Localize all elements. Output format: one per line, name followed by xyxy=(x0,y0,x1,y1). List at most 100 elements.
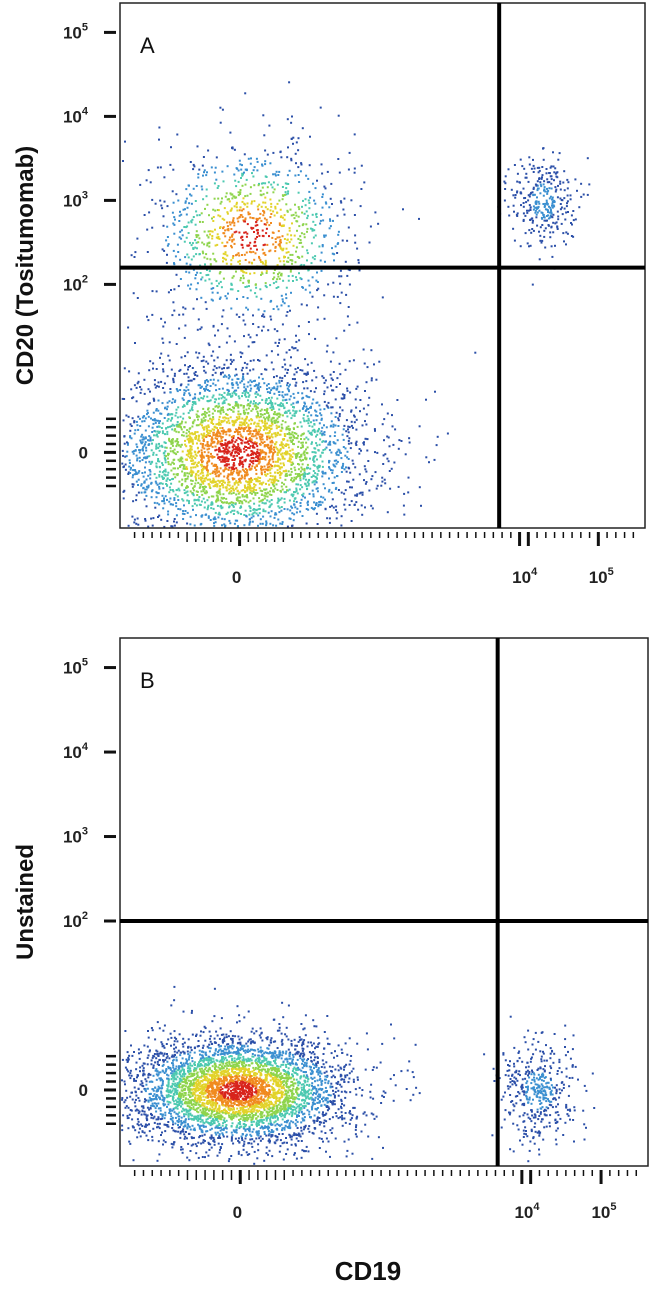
event-dot xyxy=(212,440,215,443)
event-dot xyxy=(147,486,150,489)
event-dot xyxy=(527,194,530,197)
event-dot xyxy=(308,333,310,336)
event-dot xyxy=(281,377,284,380)
event-dot xyxy=(302,452,305,455)
event-dot xyxy=(132,452,135,455)
event-dot xyxy=(158,430,161,433)
event-dot xyxy=(193,432,196,435)
event-dot xyxy=(206,445,209,448)
event-dot xyxy=(214,468,217,471)
event-dot xyxy=(241,235,244,238)
event-dot xyxy=(283,444,286,447)
event-dot xyxy=(252,359,255,362)
event-dot xyxy=(504,175,507,178)
event-dot xyxy=(532,186,535,189)
event-dot xyxy=(291,1089,294,1092)
event-dot xyxy=(341,464,344,467)
event-dot xyxy=(240,435,243,438)
event-dot xyxy=(292,434,295,437)
event-dot xyxy=(297,445,300,448)
event-dot xyxy=(286,384,288,387)
event-dot xyxy=(249,289,252,292)
event-dot xyxy=(534,202,537,205)
event-dot xyxy=(251,408,254,411)
event-dot xyxy=(177,458,180,461)
event-dot xyxy=(187,368,189,371)
event-dot xyxy=(539,183,542,186)
event-dot xyxy=(245,495,248,498)
event-dot xyxy=(247,381,250,384)
event-dot xyxy=(212,378,215,381)
event-dot xyxy=(186,253,189,256)
event-dot xyxy=(242,197,245,200)
event-dot xyxy=(306,259,308,262)
event-dot xyxy=(287,385,290,388)
event-dot xyxy=(235,313,238,316)
event-dot xyxy=(140,491,143,494)
event-dot xyxy=(216,233,219,236)
event-dot xyxy=(237,260,240,263)
event-dot xyxy=(286,387,289,390)
event-dot xyxy=(269,162,272,165)
event-dot xyxy=(200,490,203,493)
event-dot xyxy=(207,342,210,345)
event-dot xyxy=(257,414,260,417)
event-dot xyxy=(218,513,221,516)
event-dot xyxy=(158,422,161,425)
event-dot xyxy=(305,304,308,307)
event-dot xyxy=(217,516,220,519)
event-dot xyxy=(561,213,564,216)
event-dot xyxy=(302,432,305,435)
event-dot xyxy=(123,489,126,492)
event-dot xyxy=(313,451,316,454)
event-dot xyxy=(365,413,368,416)
event-dot xyxy=(173,429,176,432)
event-dot xyxy=(322,219,325,222)
event-dot xyxy=(261,501,264,504)
event-dot xyxy=(169,163,172,166)
event-dot xyxy=(334,431,337,434)
event-dot xyxy=(130,425,133,427)
event-dot xyxy=(186,225,189,228)
event-dot xyxy=(162,507,165,510)
event-dot xyxy=(344,368,347,371)
event-dot xyxy=(132,474,134,477)
event-dot xyxy=(171,428,174,431)
event-dot xyxy=(357,508,360,511)
event-dot xyxy=(512,204,515,207)
event-dot xyxy=(158,449,161,452)
event-dot xyxy=(231,240,234,243)
event-dot xyxy=(231,276,234,279)
event-dot xyxy=(201,241,204,244)
event-dot xyxy=(248,513,251,516)
event-dot xyxy=(263,426,266,429)
event-dot xyxy=(235,203,238,206)
event-dot xyxy=(342,438,345,441)
event-dot xyxy=(269,249,272,252)
event-dot xyxy=(263,1133,266,1135)
event-dot xyxy=(270,222,272,224)
event-dot xyxy=(186,522,189,525)
event-dot xyxy=(132,483,135,486)
event-dot xyxy=(343,503,346,506)
event-dot xyxy=(303,401,306,404)
event-dot xyxy=(168,491,171,494)
event-dot xyxy=(242,296,245,298)
event-dot xyxy=(211,472,214,475)
event-dot xyxy=(243,253,246,256)
event-dot xyxy=(269,198,272,201)
event-dot xyxy=(376,484,379,487)
event-dot xyxy=(277,1103,280,1106)
event-dot xyxy=(309,467,312,470)
event-dot xyxy=(211,396,214,399)
event-dot xyxy=(158,126,161,129)
event-dot xyxy=(355,444,358,446)
event-dot xyxy=(271,436,274,439)
event-dot xyxy=(138,449,141,451)
event-dot xyxy=(226,444,229,447)
event-dot xyxy=(217,402,220,405)
event-dot xyxy=(296,437,299,440)
event-dot xyxy=(221,241,224,244)
event-dot xyxy=(215,423,218,426)
